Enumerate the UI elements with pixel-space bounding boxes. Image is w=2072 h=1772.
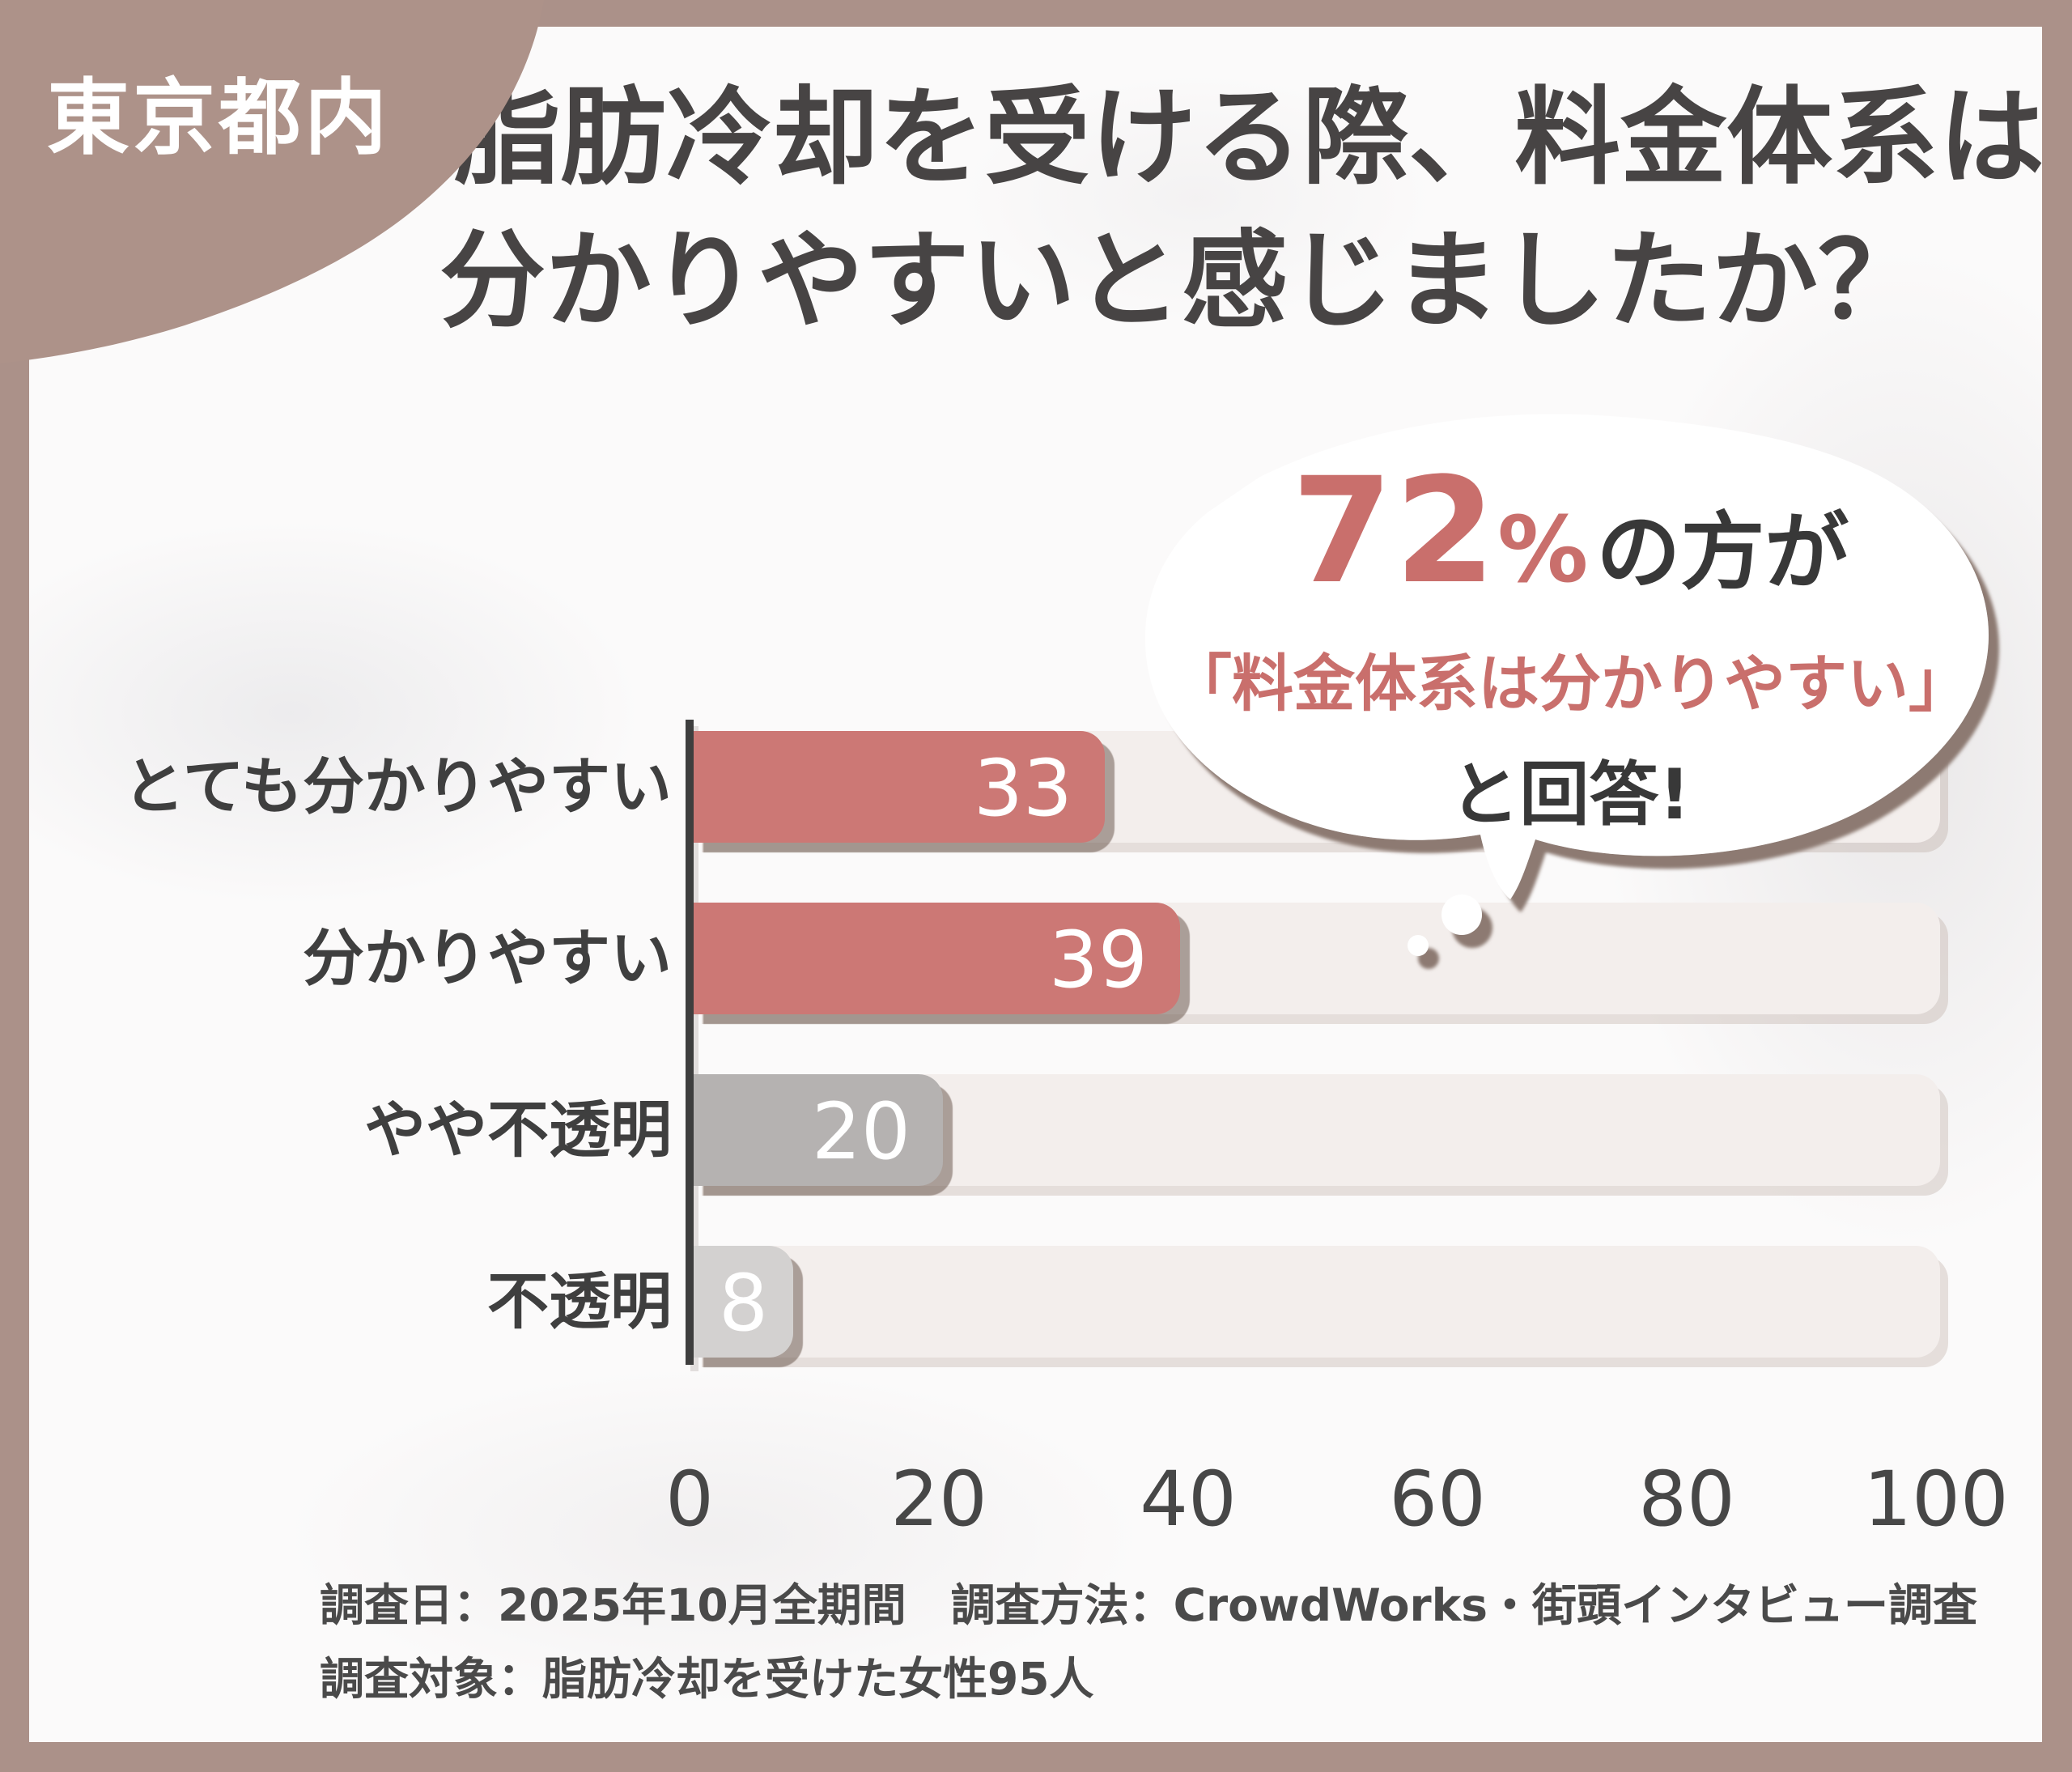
survey-footnote: 調査日：2025年10月全期間 調査方法：CrowdWorks・街頭インタビュー… bbox=[320, 1569, 1977, 1716]
category-label: 不透明 bbox=[487, 1265, 672, 1337]
bar-value-label: 39 bbox=[1048, 915, 1148, 1005]
survey-footnote-line1: 調査日：2025年10月全期間 調査方法：CrowdWorks・街頭インタビュー… bbox=[320, 1579, 1977, 1631]
x-tick-label: 20 bbox=[890, 1455, 987, 1544]
callout-percent-sign: % bbox=[1497, 498, 1589, 603]
region-badge: 東京都内 bbox=[47, 70, 390, 167]
x-tick-label: 40 bbox=[1140, 1455, 1237, 1544]
bar: 20 bbox=[694, 1074, 943, 1186]
x-tick-label: 80 bbox=[1638, 1455, 1735, 1544]
bar: 8 bbox=[694, 1246, 793, 1358]
category-label: 分かりやすい bbox=[303, 922, 672, 994]
x-tick-label: 0 bbox=[665, 1455, 714, 1544]
survey-footnote-line2: 調査対象：脂肪冷却を受けた女性95人 bbox=[320, 1652, 1094, 1705]
question-title: Q.脂肪冷却を受ける際、料金体系は 分かりやすいと感じましたか？ bbox=[324, 68, 2045, 351]
callout-answer: と回答! bbox=[1450, 754, 1691, 835]
callout-who: の方が bbox=[1596, 503, 1849, 601]
bar: 33 bbox=[694, 731, 1105, 843]
question-title-line2: 分かりやすいと感じましたか？ bbox=[439, 218, 1924, 342]
question-title-line1: Q.脂肪冷却を受ける際、料金体系は bbox=[324, 75, 2045, 199]
category-label: やや不透明 bbox=[364, 1094, 672, 1166]
bar-value-label: 8 bbox=[718, 1258, 769, 1349]
bar-value-label: 33 bbox=[973, 743, 1072, 834]
bar-value-label: 20 bbox=[811, 1086, 911, 1177]
category-label: とても分かりやすい bbox=[123, 750, 672, 822]
callout-bubble-text: 72 % の方が 「料金体系は分かりやすい」 と回答! bbox=[1166, 447, 1975, 839]
y-axis-line bbox=[686, 720, 694, 1365]
x-tick-label: 60 bbox=[1389, 1455, 1486, 1544]
bar: 39 bbox=[694, 903, 1180, 1014]
callout-headline: 72 % の方が bbox=[1166, 447, 1975, 616]
callout-percent: 72 bbox=[1291, 447, 1498, 616]
x-tick-label: 100 bbox=[1863, 1455, 2009, 1544]
bar-track bbox=[694, 1246, 1940, 1358]
callout-quote: 「料金体系は分かりやすい」 bbox=[1170, 648, 1970, 720]
